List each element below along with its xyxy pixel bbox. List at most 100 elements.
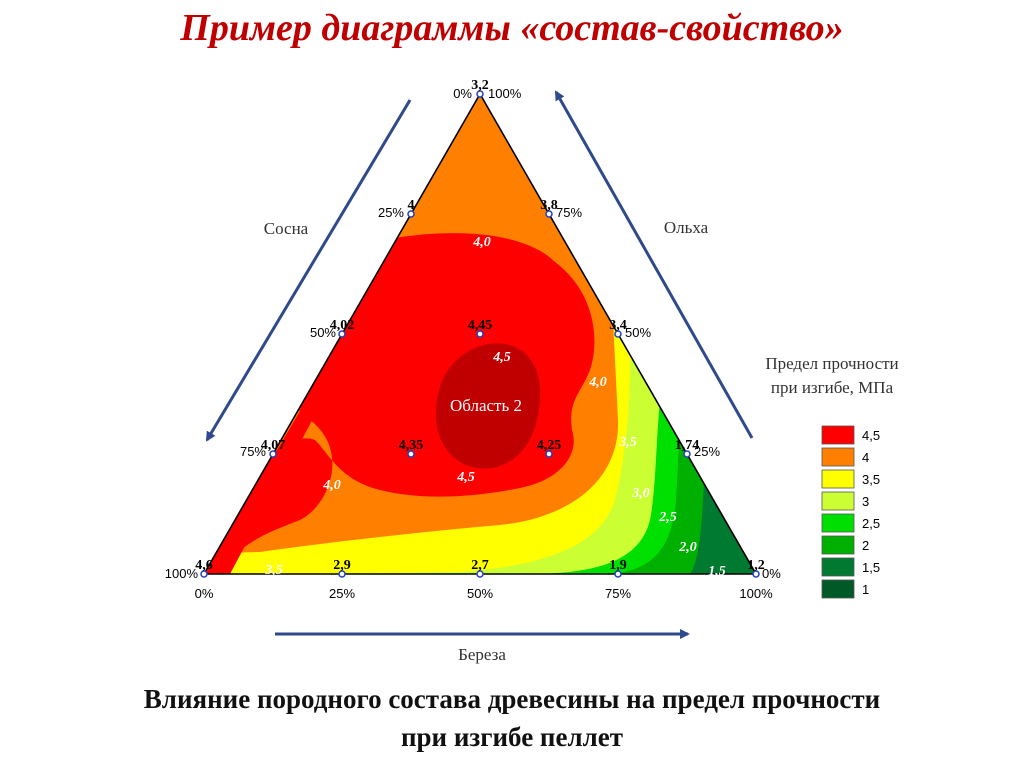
right-tick-75: 75%	[556, 205, 582, 220]
legend-title: Предел прочности	[765, 354, 898, 373]
data-point-marker	[407, 450, 415, 458]
data-point-label: 2,7	[471, 558, 489, 573]
contour-labels: 4,0 4,5 4,5 4,0 4,0 3,5 3,0 2,5 2,0 1,5 …	[264, 235, 726, 579]
legend-label: 3,5	[862, 472, 880, 487]
data-point: 1,74	[675, 438, 700, 458]
data-point-label: 1,9	[609, 558, 627, 573]
legend-label: 2,5	[862, 516, 880, 531]
tick-labels: 0% 25% 50% 75% 100% 0% 25% 50% 75% 100% …	[165, 86, 781, 601]
data-point-marker	[476, 330, 484, 338]
left-tick-100: 100%	[165, 566, 199, 581]
legend-title: при изгибе, МПа	[771, 378, 894, 397]
legend-label: 4,5	[862, 428, 880, 443]
legend-swatch	[821, 425, 855, 445]
data-point-marker	[614, 570, 622, 578]
data-point: 4,02	[330, 318, 354, 338]
right-tick-0: 0%	[762, 566, 781, 581]
data-point-label: 3,8	[540, 198, 558, 213]
legend-label: 3	[862, 494, 869, 509]
data-point-label: 4,45	[468, 318, 493, 333]
data-point-marker	[614, 330, 622, 338]
contour-fills	[204, 94, 756, 574]
legend-label: 2	[862, 538, 869, 553]
contour-label: 4,5	[456, 470, 475, 485]
data-point: 4	[407, 198, 415, 218]
slide-title: Пример диаграммы «состав-свойство»	[180, 7, 844, 49]
data-point-marker	[269, 450, 277, 458]
bottom-tick-75: 75%	[605, 586, 631, 601]
fill-zone-dark-red	[435, 343, 540, 469]
caption-line: при изгибе пеллет	[400, 722, 624, 752]
contour-label: 2,5	[658, 510, 677, 525]
data-point-marker	[752, 570, 760, 578]
data-point-label: 1,74	[675, 438, 700, 453]
left-tick-25: 25%	[378, 205, 404, 220]
data-point: 1,9	[609, 558, 627, 578]
legend-label: 4	[862, 450, 869, 465]
right-tick-100: 100%	[488, 86, 522, 101]
contour-label: 4,0	[472, 235, 491, 250]
data-point-marker	[545, 450, 553, 458]
bottom-tick-100: 100%	[739, 586, 773, 601]
legend-swatch	[821, 513, 855, 533]
legend-swatch	[821, 447, 855, 467]
legend-swatch	[821, 579, 855, 599]
left-tick-0: 0%	[453, 86, 472, 101]
data-point: 4,45	[468, 318, 493, 338]
data-point: 1,2	[747, 558, 765, 578]
points-layer: 3,2 4 3,8 4,02 4,45 3,4 4,07 4,35 4,25 1,74 4,6 2,9…	[195, 78, 765, 578]
caption-line: Влияние породного состава древесины на п…	[143, 684, 881, 714]
caption: Влияние породного состава древесины на п…	[0, 680, 1024, 756]
left-axis-arrow	[205, 99, 412, 442]
contour-label: 3,5	[618, 435, 637, 450]
legend-swatch	[821, 469, 855, 489]
region-label: Область 2	[450, 396, 522, 415]
contour-label: 4,0	[588, 375, 607, 390]
data-point: 4,25	[537, 438, 562, 458]
data-point: 3,2	[471, 78, 489, 98]
data-point-marker	[476, 90, 484, 98]
data-point-label: 4,07	[261, 438, 286, 453]
contour-label: 2,0	[678, 540, 697, 555]
bottom-tick-50: 50%	[467, 586, 493, 601]
legend-swatch	[821, 491, 855, 511]
legend-label: 1	[862, 582, 869, 597]
data-point-marker	[200, 570, 208, 578]
data-point-label: 3,2	[471, 78, 489, 93]
ternary-chart: Сосна Ольха Береза 0% 25% 50% 75% 100% 0…	[165, 78, 899, 664]
contour-label: 3,5	[264, 563, 283, 578]
data-point: 4,07	[261, 438, 286, 458]
data-point: 2,9	[333, 558, 351, 578]
left-tick-75: 75%	[240, 444, 266, 459]
bottom-tick-0: 0%	[195, 586, 214, 601]
axis-label-left: Сосна	[264, 219, 309, 238]
data-point-label: 4	[408, 198, 415, 213]
data-point: 3,8	[540, 198, 558, 218]
data-point-label: 4,35	[399, 438, 424, 453]
data-point-marker	[545, 210, 553, 218]
data-point-label: 4,6	[195, 558, 213, 573]
data-point-marker	[338, 330, 346, 338]
legend-swatch	[821, 535, 855, 555]
contour-label: 1,5	[708, 564, 726, 579]
data-point-marker	[338, 570, 346, 578]
right-tick-50: 50%	[625, 325, 651, 340]
fill-zone-red-edge	[204, 360, 340, 574]
data-point-marker	[476, 570, 484, 578]
data-point: 4,6	[195, 558, 213, 578]
legend-swatch	[821, 557, 855, 577]
data-point-marker	[683, 450, 691, 458]
axis-label-bottom: Береза	[458, 645, 506, 664]
data-point: 4,35	[399, 438, 424, 458]
data-point-label: 2,9	[333, 558, 351, 573]
right-tick-25: 25%	[694, 444, 720, 459]
data-point-label: 3,4	[609, 318, 627, 333]
contour-label: 3,0	[631, 486, 650, 501]
axis-label-right: Ольха	[664, 218, 709, 237]
data-point-marker	[407, 210, 415, 218]
legend: 4,5 4 3,5 3 2,5 2 1,5 1	[821, 425, 880, 599]
data-point: 2,7	[471, 558, 489, 578]
data-point-label: 1,2	[747, 558, 765, 573]
data-point-label: 4,25	[537, 438, 562, 453]
legend-label: 1,5	[862, 560, 880, 575]
